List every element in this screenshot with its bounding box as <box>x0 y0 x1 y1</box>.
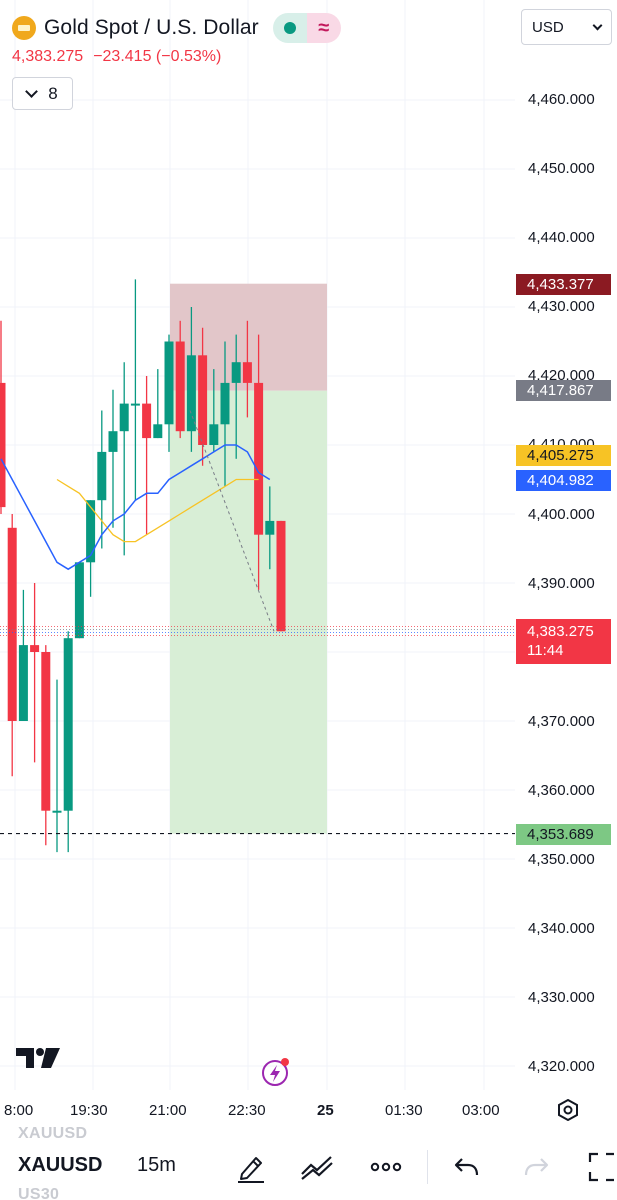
currency-select[interactable]: USD <box>521 9 612 45</box>
time-axis-label: 22:30 <box>228 1102 266 1119</box>
ma-blue-price-tag: 4,404.982 <box>516 470 611 491</box>
candle-body <box>175 341 185 432</box>
symbol-name: Gold Spot / U.S. Dollar <box>44 16 259 39</box>
current-price-lines <box>0 626 515 636</box>
undo-icon[interactable] <box>452 1150 482 1184</box>
current-price-tag: 4,383.275 11:44 <box>516 619 611 664</box>
candle-body <box>74 562 84 639</box>
symbol-button[interactable]: XAUUSD <box>18 1154 103 1176</box>
current-price-value: 4,383.275 <box>527 623 594 640</box>
price-axis-label: 4,340.000 <box>528 920 595 937</box>
market-status-pill[interactable]: ≈ <box>272 13 341 43</box>
candle-body <box>18 645 28 721</box>
next-symbol-ghost: US30 <box>18 1186 60 1200</box>
candles-layer <box>0 279 286 853</box>
trend-line-tool-icon[interactable] <box>299 1150 335 1184</box>
candle-body <box>86 500 96 563</box>
candle-body <box>130 403 140 406</box>
timeframe-button[interactable]: 15m <box>137 1154 176 1176</box>
candle-body <box>108 431 118 452</box>
indicators-toggle-button[interactable]: 8 <box>12 77 73 110</box>
more-options-icon[interactable] <box>369 1150 403 1184</box>
candle-body <box>242 362 252 383</box>
price-axis-label: 4,450.000 <box>528 160 595 177</box>
price-axis-label: 4,320.000 <box>528 1058 595 1075</box>
time-axis-label: 03:00 <box>462 1102 500 1119</box>
redo-icon[interactable] <box>521 1150 551 1184</box>
pencil-draw-icon[interactable] <box>234 1150 268 1184</box>
candle-body <box>153 424 163 439</box>
lightning-icon[interactable] <box>260 1057 292 1089</box>
price-change: −23.415 (−0.53%) <box>93 48 222 65</box>
price-axis-label: 4,430.000 <box>528 298 595 315</box>
fullscreen-icon[interactable] <box>586 1150 617 1184</box>
price-axis-label: 4,400.000 <box>528 506 595 523</box>
last-price: 4,383.275 <box>12 48 84 65</box>
moving-average-yellow <box>56 478 259 543</box>
gold-bar-icon <box>12 16 36 40</box>
price-axis-label: 4,420.000 <box>528 367 595 384</box>
candle-body <box>52 810 62 813</box>
time-axis-label: 21:00 <box>149 1102 187 1119</box>
candle-body <box>220 382 230 425</box>
time-axis-label: 19:30 <box>70 1102 108 1119</box>
ma-yellow-price-tag: 4,405.275 <box>516 445 611 466</box>
candle-body <box>231 362 241 383</box>
currency-value: USD <box>532 18 564 36</box>
moving-average-blue <box>0 444 271 571</box>
market-open-dot-icon <box>272 13 307 43</box>
candle-body <box>119 403 129 432</box>
price-axis-label: 4,370.000 <box>528 713 595 730</box>
price-axis-label: 4,330.000 <box>528 989 595 1006</box>
candle-countdown: 11:44 <box>527 642 564 659</box>
candle-body <box>30 645 40 652</box>
price-axis-label: 4,460.000 <box>528 91 595 108</box>
take-profit-price-tag[interactable]: 4,353.689 <box>516 824 611 845</box>
previous-symbol-ghost: XAUUSD <box>18 1125 88 1142</box>
stop-loss-price-tag[interactable]: 4,433.377 <box>516 274 611 295</box>
indicators-count: 8 <box>48 83 58 103</box>
time-axis-label: 01:30 <box>385 1102 423 1119</box>
chevron-down-icon <box>592 20 603 30</box>
candle-body <box>97 451 107 501</box>
price-axis-label: 4,440.000 <box>528 229 595 246</box>
symbol-header[interactable]: Gold Spot / U.S. Dollar ≈ <box>12 12 341 44</box>
chart-settings-icon[interactable] <box>557 1099 579 1121</box>
tradingview-logo-icon[interactable] <box>16 1046 62 1070</box>
price-axis-label: 4,350.000 <box>528 851 595 868</box>
candle-body <box>7 527 17 721</box>
entry-price-tag[interactable]: 4,417.867 <box>516 380 611 401</box>
price-axis-label: 4,390.000 <box>528 575 595 592</box>
candle-body <box>186 355 196 432</box>
candle-body <box>0 382 6 508</box>
candle-body <box>164 341 174 425</box>
wave-icon: ≈ <box>306 13 341 43</box>
time-axis-label: 8:00 <box>4 1102 34 1119</box>
candle-body <box>41 652 51 811</box>
quote-line: 4,383.275 −23.415 (−0.53%) <box>12 48 221 66</box>
take-profit-zone[interactable] <box>170 390 327 834</box>
toolbar-divider <box>427 1150 428 1184</box>
candle-body <box>142 403 152 439</box>
candle-body <box>265 520 275 535</box>
candle-body <box>276 520 286 632</box>
price-axis-label: 4,360.000 <box>528 782 595 799</box>
candle-body <box>198 355 208 445</box>
candle-body <box>254 382 264 535</box>
bottom-toolbar <box>0 1128 617 1200</box>
time-axis-label: 25 <box>317 1102 334 1119</box>
candle-body <box>63 638 73 811</box>
candle-body <box>209 424 219 445</box>
chevron-down-icon <box>25 84 39 98</box>
